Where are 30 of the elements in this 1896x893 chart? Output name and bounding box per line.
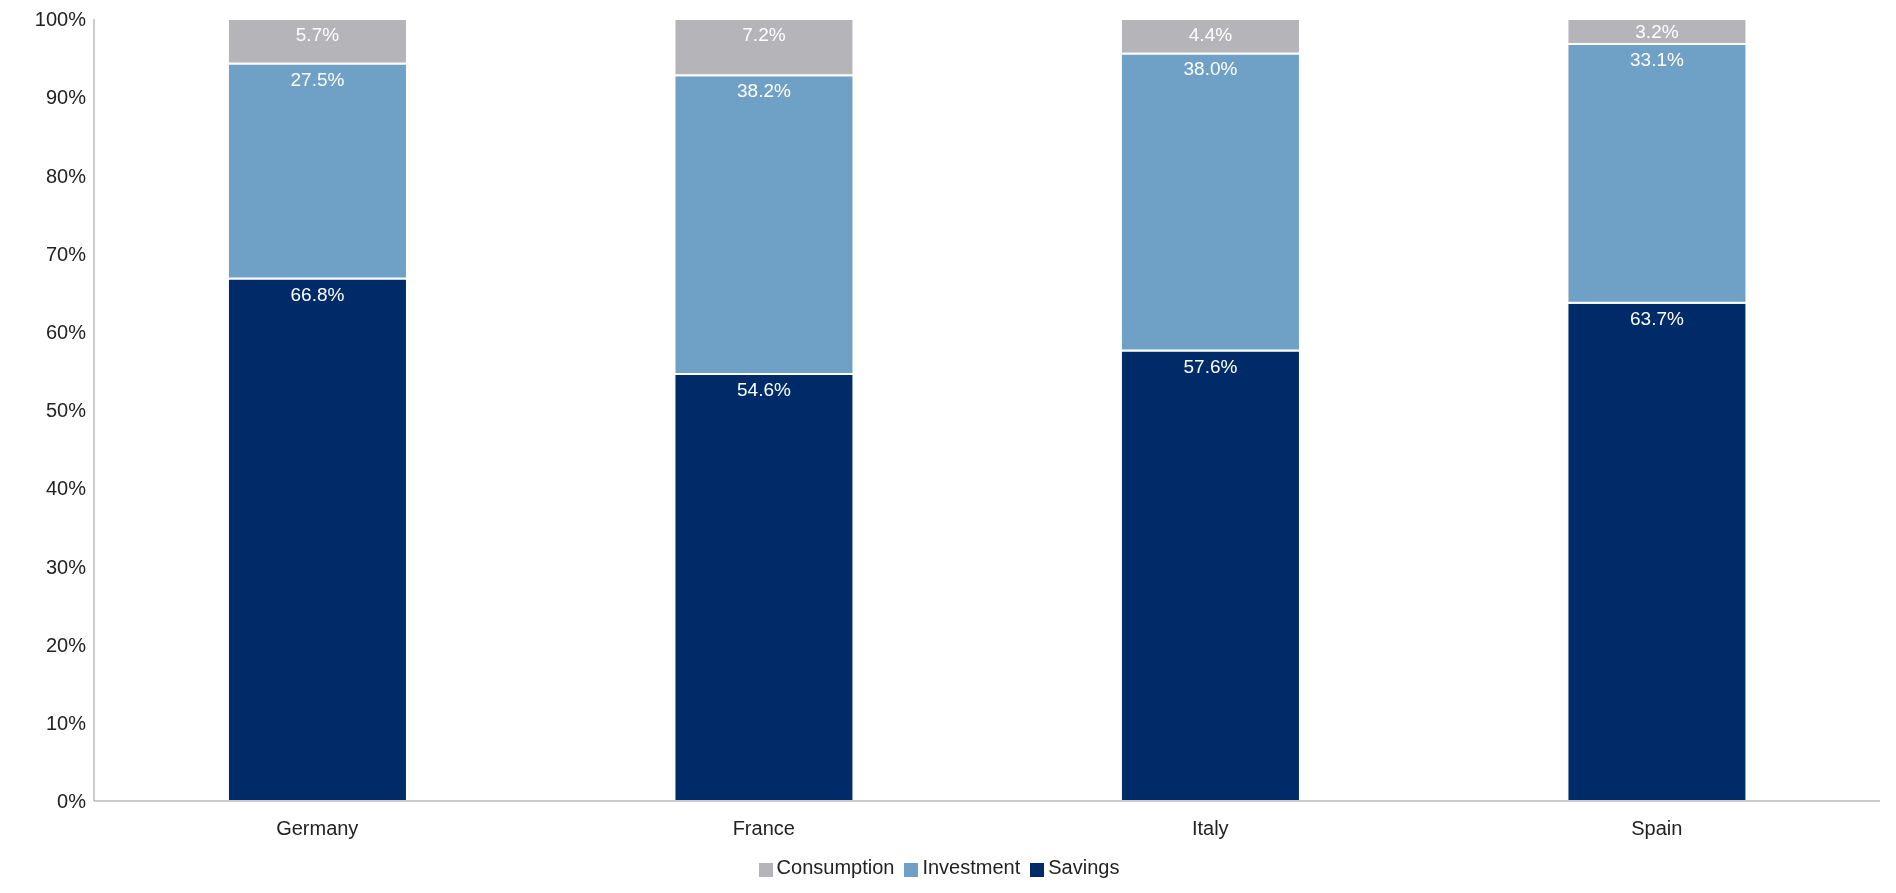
data-label: 57.6% — [1183, 355, 1238, 377]
y-tick-label: 100% — [34, 8, 87, 31]
legend-label: Savings — [1048, 856, 1120, 878]
data-label: 33.1% — [1630, 49, 1684, 71]
y-tick-label: 40% — [45, 477, 87, 500]
y-tick-label: 50% — [45, 399, 87, 422]
data-label: 4.4% — [1188, 24, 1233, 45]
legend-label: Investment — [922, 856, 1021, 878]
data-label: 38.2% — [737, 80, 791, 102]
x-tick-label: Italy — [1191, 817, 1229, 840]
y-tick-label: 90% — [45, 86, 87, 109]
data-label: 54.6% — [737, 379, 791, 401]
y-tick-label: 80% — [45, 164, 87, 187]
data-label: 66.8% — [290, 283, 345, 305]
y-tick-label: 30% — [45, 555, 87, 578]
x-tick-label: Germany — [276, 817, 359, 840]
x-tick-label: France — [732, 817, 795, 840]
data-label: 27.5% — [290, 68, 345, 90]
y-tick-label: 60% — [45, 320, 87, 343]
y-tick-label: 10% — [45, 711, 87, 734]
data-label: 63.7% — [1630, 307, 1684, 329]
y-tick-label: 70% — [45, 242, 87, 265]
legend-label: Consumption — [776, 856, 895, 878]
data-label: 7.2% — [742, 24, 786, 45]
x-tick-label: Spain — [1631, 817, 1683, 840]
y-tick-label: 20% — [45, 633, 87, 656]
data-label: 38.0% — [1183, 58, 1238, 80]
y-tick-label: 0% — [57, 790, 87, 813]
data-label: 3.2% — [1635, 20, 1679, 42]
data-label: 5.7% — [295, 24, 340, 45]
